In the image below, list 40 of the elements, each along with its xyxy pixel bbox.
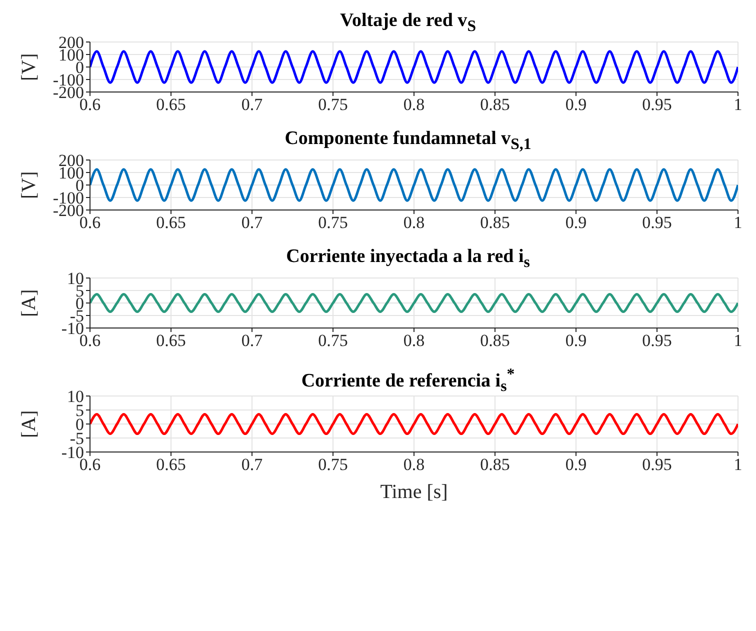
x-tick-label: 0.85 bbox=[480, 95, 510, 114]
x-tick-label: 1 bbox=[734, 213, 742, 232]
x-tick-label: 1 bbox=[734, 331, 742, 350]
x-tick-label: 0.75 bbox=[318, 213, 348, 232]
chart-title: Componente fundamnetal v$_{S,1}$ bbox=[284, 127, 532, 153]
x-tick-label: 0.65 bbox=[156, 213, 186, 232]
x-tick-label: 0.75 bbox=[318, 331, 348, 350]
y-axis-title: [A] bbox=[18, 410, 40, 438]
x-tick-label: 0.7 bbox=[241, 331, 264, 350]
x-tick-label: 0.8 bbox=[403, 95, 425, 114]
x-tick-label: 0.9 bbox=[565, 95, 587, 114]
y-axis-title: [A] bbox=[18, 289, 40, 317]
x-tick-label: 0.8 bbox=[403, 331, 425, 350]
x-tick-label: 0.75 bbox=[318, 455, 348, 474]
x-tick-label: 0.9 bbox=[565, 331, 587, 350]
x-tick-label: 0.95 bbox=[642, 213, 672, 232]
x-tick-label: 0.9 bbox=[565, 213, 587, 232]
x-tick-label: 0.7 bbox=[241, 95, 264, 114]
x-tick-label: 0.95 bbox=[642, 95, 672, 114]
x-tick-label: 0.95 bbox=[642, 455, 672, 474]
x-tick-label: 1 bbox=[734, 455, 742, 474]
x-tick-label: 0.65 bbox=[156, 95, 186, 114]
x-tick-label: 0.7 bbox=[241, 455, 264, 474]
chart-title: Corriente inyectada a la red i$_{s}$ bbox=[285, 245, 531, 271]
x-tick-label: 1 bbox=[734, 95, 742, 114]
chart-title: Voltaje de red v$_{S}$ bbox=[339, 9, 477, 35]
x-tick-label: 0.65 bbox=[156, 455, 186, 474]
x-tick-label: 0.8 bbox=[403, 455, 425, 474]
x-tick-label: 0.9 bbox=[565, 455, 587, 474]
x-tick-label: 0.85 bbox=[480, 213, 510, 232]
x-tick-label: 0.75 bbox=[318, 95, 348, 114]
x-tick-label: 0.85 bbox=[480, 455, 510, 474]
y-axis-title: [V] bbox=[18, 171, 40, 199]
y-axis-title: [V] bbox=[18, 53, 40, 81]
x-tick-label: 0.85 bbox=[480, 331, 510, 350]
x-tick-label: 0.65 bbox=[156, 331, 186, 350]
x-tick-label: 0.8 bbox=[403, 213, 425, 232]
x-tick-label: 0.7 bbox=[241, 213, 264, 232]
x-tick-label: 0.95 bbox=[642, 331, 672, 350]
x-axis-title: Time [s] bbox=[380, 481, 448, 503]
